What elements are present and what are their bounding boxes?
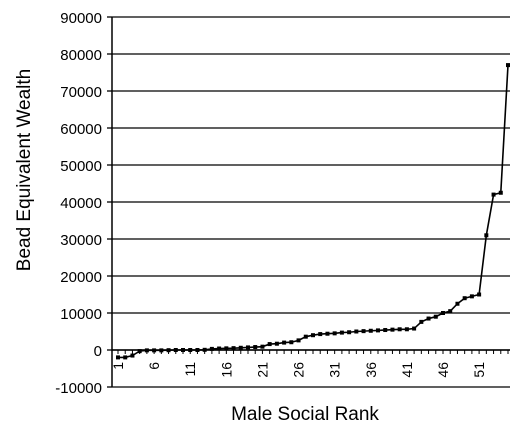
data-point [123, 355, 128, 360]
data-point [441, 311, 445, 315]
x-tick-label: 36 [363, 362, 379, 378]
data-point [361, 329, 366, 334]
data-point [412, 326, 417, 331]
x-tick-label: 16 [218, 362, 234, 378]
data-point [477, 292, 482, 297]
data-point [390, 327, 395, 332]
x-tick-label: 46 [435, 362, 451, 378]
data-point [159, 348, 164, 353]
x-tick-label: 41 [399, 362, 415, 378]
data-point [347, 330, 352, 335]
data-point [404, 327, 409, 332]
data-point [469, 294, 474, 299]
x-tick-label: 21 [254, 362, 270, 378]
series-line-group [116, 63, 510, 360]
x-axis-title: Male Social Rank [231, 404, 379, 425]
data-point [260, 344, 265, 349]
data-point [498, 190, 503, 195]
data-point [383, 328, 388, 333]
y-tick-label: -10000 [55, 380, 102, 397]
y-tick-label: 70000 [60, 84, 102, 101]
data-point [289, 340, 294, 345]
y-axis-title: Bead Equivalent Wealth [14, 69, 35, 271]
data-point [419, 319, 424, 324]
data-point [368, 328, 373, 333]
data-point [217, 346, 222, 351]
data-point [224, 346, 229, 351]
x-tick-label: 6 [146, 362, 162, 370]
data-point [318, 332, 323, 337]
data-point [116, 355, 120, 360]
data-point [130, 353, 135, 358]
data-point [188, 348, 193, 352]
data-point [152, 348, 157, 353]
x-tick-label: 1 [110, 362, 126, 370]
data-point [433, 314, 438, 319]
data-point [282, 340, 287, 345]
gridlines [112, 16, 510, 388]
y-tick-label: 0 [94, 343, 102, 360]
data-point [181, 348, 185, 352]
y-tick-label: 30000 [60, 232, 102, 249]
data-point [173, 348, 178, 352]
data-point [267, 342, 272, 347]
y-tick-label: 80000 [60, 47, 102, 64]
y-tick-label: 60000 [60, 121, 102, 138]
y-tick-label: 90000 [60, 10, 102, 27]
data-point [426, 316, 431, 321]
data-point [376, 328, 380, 333]
data-point [311, 333, 315, 338]
data-point [462, 296, 467, 301]
x-tick-label: 11 [182, 362, 198, 377]
data-point [209, 346, 214, 351]
x-tick-label: 26 [291, 362, 307, 378]
y-tick-label: 10000 [60, 306, 102, 323]
x-axis-tick-labels: 1 6 11 16 21 26 31 36 41 46 51 [110, 362, 487, 378]
data-point [397, 327, 402, 332]
x-tick-label: 51 [471, 362, 487, 378]
data-point [253, 345, 258, 350]
data-point [296, 338, 301, 343]
data-point [339, 330, 344, 335]
data-point [144, 348, 149, 353]
data-point [332, 331, 337, 336]
data-point [166, 348, 171, 353]
x-tick-label: 31 [327, 362, 343, 378]
data-point [448, 309, 453, 314]
data-point [455, 301, 460, 306]
data-point [303, 334, 308, 339]
data-point [506, 63, 510, 68]
data-point [354, 329, 359, 334]
data-point [231, 346, 236, 351]
data-point [202, 347, 207, 352]
data-point [325, 331, 330, 336]
data-point [246, 345, 250, 350]
data-point [238, 345, 243, 350]
data-point [484, 233, 489, 238]
data-point [491, 192, 496, 197]
data-point [137, 349, 142, 354]
y-tick-label: 40000 [60, 195, 102, 212]
y-axis-tick-labels: -10000 0 10000 20000 30000 40000 50000 60000 700… [55, 10, 102, 397]
y-tick-label: 20000 [60, 269, 102, 286]
y-tick-label: 50000 [60, 158, 102, 175]
data-point [274, 341, 279, 346]
data-point [195, 348, 200, 352]
